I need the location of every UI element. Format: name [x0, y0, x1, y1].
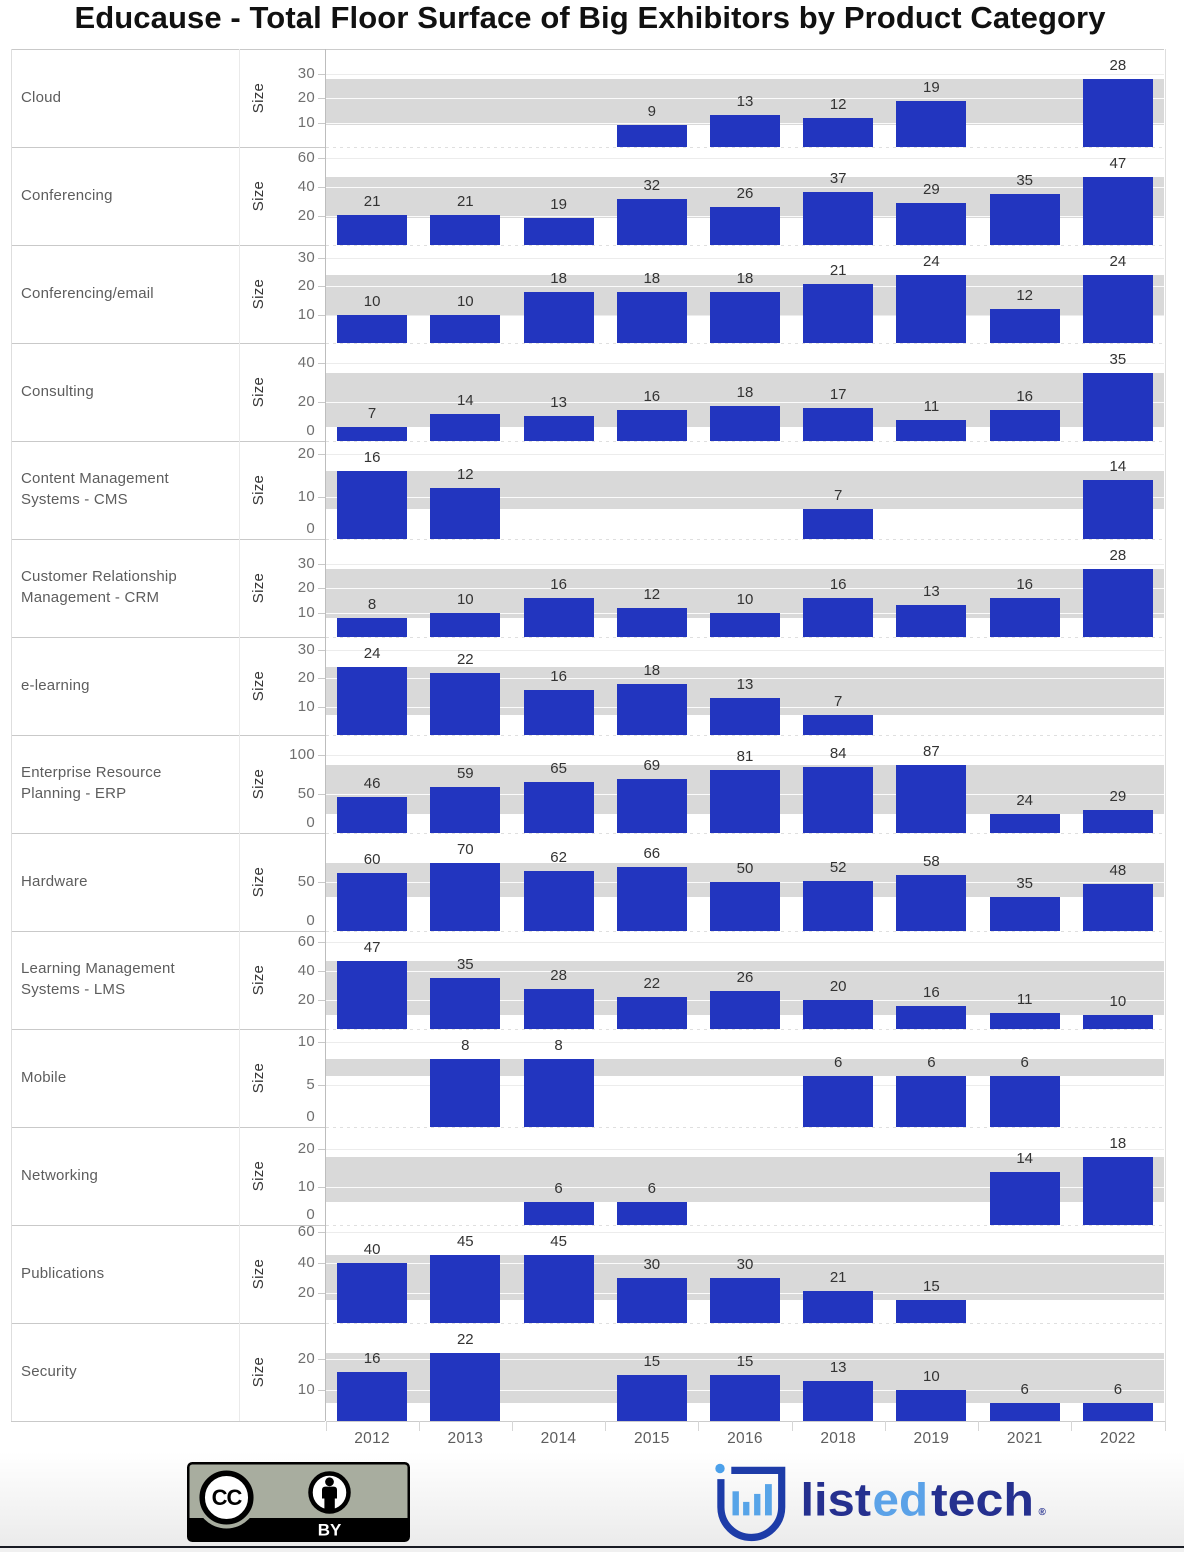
svg-text:CC: CC: [212, 1485, 243, 1510]
svg-text:®: ®: [1039, 1507, 1047, 1518]
svg-text:ed: ed: [873, 1474, 929, 1526]
svg-text:tech: tech: [931, 1474, 1034, 1526]
svg-text:list: list: [801, 1474, 872, 1526]
svg-text:BY: BY: [318, 1521, 342, 1540]
